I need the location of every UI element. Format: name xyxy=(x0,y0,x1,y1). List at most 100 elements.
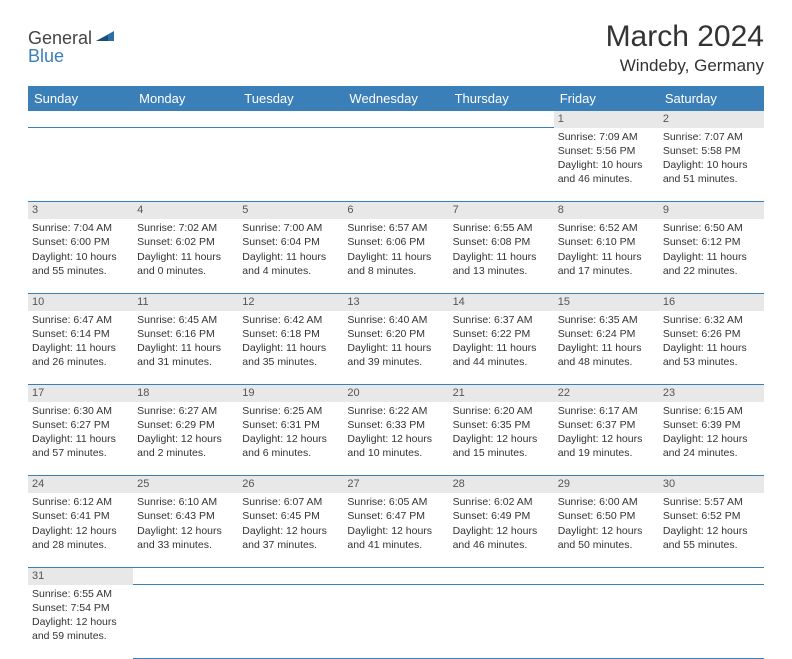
day-day2: and 0 minutes. xyxy=(137,264,234,278)
day-day2: and 50 minutes. xyxy=(558,538,655,552)
day-number-cell: 27 xyxy=(343,476,448,493)
day-day2: and 13 minutes. xyxy=(453,264,550,278)
day-number-cell: 29 xyxy=(554,476,659,493)
day-day2: and 10 minutes. xyxy=(347,446,444,460)
day-sunset: Sunset: 6:43 PM xyxy=(137,509,234,523)
day-number-cell xyxy=(659,567,764,584)
day-sunset: Sunset: 6:45 PM xyxy=(242,509,339,523)
day-cell xyxy=(449,128,554,202)
day-day1: Daylight: 12 hours xyxy=(558,432,655,446)
day-day2: and 15 minutes. xyxy=(453,446,550,460)
day-number-cell: 6 xyxy=(343,202,448,219)
month-title: March 2024 xyxy=(606,20,764,54)
day-cell: Sunrise: 6:17 AMSunset: 6:37 PMDaylight:… xyxy=(554,402,659,476)
day-number-cell: 2 xyxy=(659,111,764,128)
day-sunrise: Sunrise: 7:07 AM xyxy=(663,130,760,144)
day-number-row: 17181920212223 xyxy=(28,385,764,402)
day-sunset: Sunset: 5:56 PM xyxy=(558,144,655,158)
day-day1: Daylight: 11 hours xyxy=(242,250,339,264)
day-number-cell: 12 xyxy=(238,293,343,310)
day-sunset: Sunset: 6:00 PM xyxy=(32,235,129,249)
day-sunset: Sunset: 6:35 PM xyxy=(453,418,550,432)
day-cell: Sunrise: 5:57 AMSunset: 6:52 PMDaylight:… xyxy=(659,493,764,567)
day-number-cell: 20 xyxy=(343,385,448,402)
weekday-header: Monday xyxy=(133,86,238,111)
day-sunset: Sunset: 6:49 PM xyxy=(453,509,550,523)
day-sunrise: Sunrise: 6:57 AM xyxy=(347,221,444,235)
day-number-cell xyxy=(238,567,343,584)
header: General March 2024 Windeby, Germany xyxy=(28,20,764,76)
day-number-cell: 15 xyxy=(554,293,659,310)
day-cell: Sunrise: 6:20 AMSunset: 6:35 PMDaylight:… xyxy=(449,402,554,476)
day-sunset: Sunset: 6:29 PM xyxy=(137,418,234,432)
day-day1: Daylight: 10 hours xyxy=(558,158,655,172)
day-number-cell: 22 xyxy=(554,385,659,402)
day-day1: Daylight: 11 hours xyxy=(558,250,655,264)
day-sunrise: Sunrise: 6:00 AM xyxy=(558,495,655,509)
day-cell xyxy=(659,585,764,659)
day-cell: Sunrise: 6:12 AMSunset: 6:41 PMDaylight:… xyxy=(28,493,133,567)
day-day1: Daylight: 10 hours xyxy=(663,158,760,172)
day-content-row: Sunrise: 7:09 AMSunset: 5:56 PMDaylight:… xyxy=(28,128,764,202)
day-sunset: Sunset: 6:10 PM xyxy=(558,235,655,249)
day-number-cell: 17 xyxy=(28,385,133,402)
day-sunrise: Sunrise: 6:05 AM xyxy=(347,495,444,509)
day-number-cell: 23 xyxy=(659,385,764,402)
day-sunrise: Sunrise: 6:20 AM xyxy=(453,404,550,418)
day-day2: and 48 minutes. xyxy=(558,355,655,369)
day-day1: Daylight: 11 hours xyxy=(453,341,550,355)
day-day2: and 31 minutes. xyxy=(137,355,234,369)
day-sunset: Sunset: 6:14 PM xyxy=(32,327,129,341)
day-sunrise: Sunrise: 6:02 AM xyxy=(453,495,550,509)
day-content-row: Sunrise: 6:12 AMSunset: 6:41 PMDaylight:… xyxy=(28,493,764,567)
day-sunrise: Sunrise: 6:07 AM xyxy=(242,495,339,509)
weekday-header: Sunday xyxy=(28,86,133,111)
day-cell: Sunrise: 6:22 AMSunset: 6:33 PMDaylight:… xyxy=(343,402,448,476)
day-day2: and 17 minutes. xyxy=(558,264,655,278)
weekday-header: Thursday xyxy=(449,86,554,111)
day-sunset: Sunset: 6:37 PM xyxy=(558,418,655,432)
day-day1: Daylight: 11 hours xyxy=(347,250,444,264)
day-day2: and 59 minutes. xyxy=(32,629,129,643)
day-cell: Sunrise: 7:07 AMSunset: 5:58 PMDaylight:… xyxy=(659,128,764,202)
day-sunset: Sunset: 6:02 PM xyxy=(137,235,234,249)
day-cell: Sunrise: 7:02 AMSunset: 6:02 PMDaylight:… xyxy=(133,219,238,293)
day-number-row: 31 xyxy=(28,567,764,584)
day-sunrise: Sunrise: 7:02 AM xyxy=(137,221,234,235)
day-cell: Sunrise: 6:37 AMSunset: 6:22 PMDaylight:… xyxy=(449,311,554,385)
day-sunset: Sunset: 6:47 PM xyxy=(347,509,444,523)
weekday-header: Tuesday xyxy=(238,86,343,111)
day-sunrise: Sunrise: 6:55 AM xyxy=(453,221,550,235)
day-day2: and 2 minutes. xyxy=(137,446,234,460)
day-number-cell: 24 xyxy=(28,476,133,493)
day-number-cell xyxy=(343,567,448,584)
day-sunset: Sunset: 6:22 PM xyxy=(453,327,550,341)
day-sunrise: Sunrise: 6:17 AM xyxy=(558,404,655,418)
day-cell: Sunrise: 6:02 AMSunset: 6:49 PMDaylight:… xyxy=(449,493,554,567)
day-cell: Sunrise: 6:35 AMSunset: 6:24 PMDaylight:… xyxy=(554,311,659,385)
day-sunrise: Sunrise: 6:15 AM xyxy=(663,404,760,418)
day-sunset: Sunset: 6:27 PM xyxy=(32,418,129,432)
day-day2: and 46 minutes. xyxy=(558,172,655,186)
day-number-cell: 16 xyxy=(659,293,764,310)
day-cell: Sunrise: 6:25 AMSunset: 6:31 PMDaylight:… xyxy=(238,402,343,476)
day-sunset: Sunset: 6:12 PM xyxy=(663,235,760,249)
day-number-cell: 28 xyxy=(449,476,554,493)
day-day1: Daylight: 12 hours xyxy=(453,432,550,446)
day-cell xyxy=(343,585,448,659)
day-sunrise: Sunrise: 6:45 AM xyxy=(137,313,234,327)
day-number-cell xyxy=(449,111,554,128)
day-cell: Sunrise: 6:55 AMSunset: 7:54 PMDaylight:… xyxy=(28,585,133,659)
day-sunset: Sunset: 6:31 PM xyxy=(242,418,339,432)
day-day1: Daylight: 12 hours xyxy=(137,432,234,446)
day-sunrise: Sunrise: 7:04 AM xyxy=(32,221,129,235)
day-number-row: 12 xyxy=(28,111,764,128)
day-day1: Daylight: 11 hours xyxy=(558,341,655,355)
day-day1: Daylight: 12 hours xyxy=(32,615,129,629)
day-cell: Sunrise: 6:42 AMSunset: 6:18 PMDaylight:… xyxy=(238,311,343,385)
day-day2: and 37 minutes. xyxy=(242,538,339,552)
day-sunrise: Sunrise: 6:25 AM xyxy=(242,404,339,418)
day-day1: Daylight: 12 hours xyxy=(453,524,550,538)
day-sunset: Sunset: 6:16 PM xyxy=(137,327,234,341)
day-sunrise: Sunrise: 6:27 AM xyxy=(137,404,234,418)
